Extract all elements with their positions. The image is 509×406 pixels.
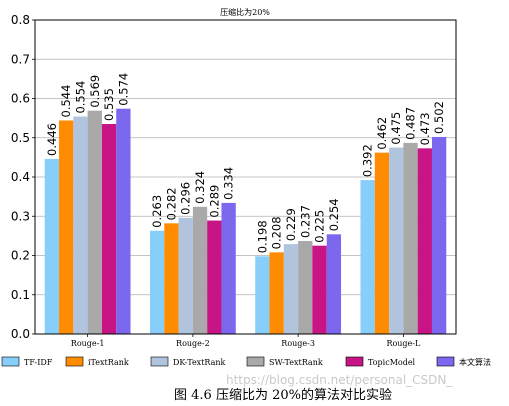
- value-label: 0.229: [284, 208, 298, 241]
- value-label: 0.462: [375, 117, 389, 150]
- value-label: 0.208: [270, 216, 284, 249]
- y-tick-label: 0.5: [11, 131, 30, 145]
- bar: [389, 147, 404, 334]
- value-label: 0.569: [88, 75, 102, 108]
- value-label: 0.237: [298, 205, 312, 238]
- bar: [87, 110, 102, 334]
- bar: [164, 223, 179, 334]
- legend-label: SW-TextRank: [269, 358, 323, 367]
- legend-label: DK-TextRank: [173, 358, 226, 367]
- value-label: 0.324: [193, 171, 207, 204]
- bar: [44, 158, 60, 334]
- value-label: 0.334: [222, 167, 236, 200]
- bar: [417, 148, 432, 334]
- y-tick-label: 0.3: [11, 209, 30, 223]
- bar: [101, 124, 117, 334]
- value-label: 0.263: [150, 195, 164, 228]
- bar: [73, 116, 88, 335]
- x-tick-label: Rouge-3: [281, 339, 315, 348]
- legend-swatch: [1, 356, 20, 367]
- legend-label: iTextRank: [88, 358, 129, 367]
- bar: [431, 136, 447, 334]
- value-label: 0.254: [327, 198, 341, 231]
- y-tick-label: 0.4: [11, 170, 30, 184]
- bar: [59, 120, 74, 334]
- value-label: 0.289: [207, 185, 221, 218]
- value-label: 0.225: [313, 210, 327, 243]
- y-tick-label: 0.8: [11, 13, 30, 27]
- legend-label: 本文算法: [459, 357, 491, 367]
- bar: [178, 217, 193, 334]
- bar: [207, 220, 222, 334]
- bar: [221, 202, 236, 334]
- bar: [298, 240, 313, 334]
- y-tick-label: 0.1: [11, 288, 30, 302]
- bar: [116, 108, 131, 334]
- bar: [360, 180, 375, 334]
- bar: [269, 252, 284, 334]
- value-label: 0.544: [59, 85, 73, 118]
- value-label: 0.535: [102, 88, 116, 121]
- value-label: 0.296: [179, 182, 193, 215]
- legend-swatch: [436, 356, 455, 367]
- y-axis-ticks: 0.0 0.1 0.2 0.3 0.4 0.5 0.6 0.7 0.8: [11, 13, 35, 341]
- value-label: 0.574: [116, 73, 130, 106]
- bar: [149, 230, 165, 334]
- chart-title: 压缩比为20%: [220, 7, 270, 17]
- value-label: 0.446: [45, 123, 59, 156]
- value-label: 0.473: [418, 112, 432, 145]
- y-tick-label: 0.0: [11, 327, 30, 341]
- value-label: 0.282: [164, 187, 178, 220]
- value-label: 0.392: [361, 144, 375, 177]
- legend-swatch: [345, 356, 364, 367]
- legend: TF-IDF iTextRank DK-TextRank SW-TextRank Top…: [1, 356, 491, 367]
- bar: [283, 244, 299, 334]
- value-label: 0.554: [73, 81, 87, 114]
- x-axis-ticks: Rouge-1 Rouge-2 Rouge-3 Rouge-L: [71, 334, 421, 348]
- bar: [255, 256, 270, 334]
- bar: [192, 206, 208, 334]
- legend-label: TopicModel: [368, 358, 416, 367]
- y-tick-label: 0.2: [11, 249, 30, 263]
- legend-swatch: [246, 356, 265, 367]
- bar: [374, 152, 390, 334]
- bar: [326, 234, 342, 334]
- y-tick-label: 0.6: [11, 92, 30, 106]
- bar: [403, 142, 418, 334]
- bars-group: [44, 108, 447, 335]
- value-label: 0.198: [255, 220, 269, 253]
- value-label: 0.475: [389, 112, 403, 145]
- legend-swatch: [65, 356, 84, 367]
- legend-swatch: [150, 356, 169, 367]
- y-tick-label: 0.7: [11, 52, 30, 66]
- value-label: 0.487: [404, 107, 418, 140]
- x-tick-label: Rouge-2: [176, 339, 210, 348]
- legend-label: TF-IDF: [24, 358, 53, 367]
- x-tick-label: Rouge-1: [71, 339, 105, 348]
- value-label: 0.502: [432, 101, 446, 134]
- watermark: https://blog.csdn.net/personal_CSDN_: [226, 373, 453, 387]
- x-tick-label: Rouge-L: [386, 339, 421, 348]
- figure-caption: 图 4.6 压缩比为 20%的算法对比实验: [174, 387, 392, 403]
- bar: [312, 245, 327, 334]
